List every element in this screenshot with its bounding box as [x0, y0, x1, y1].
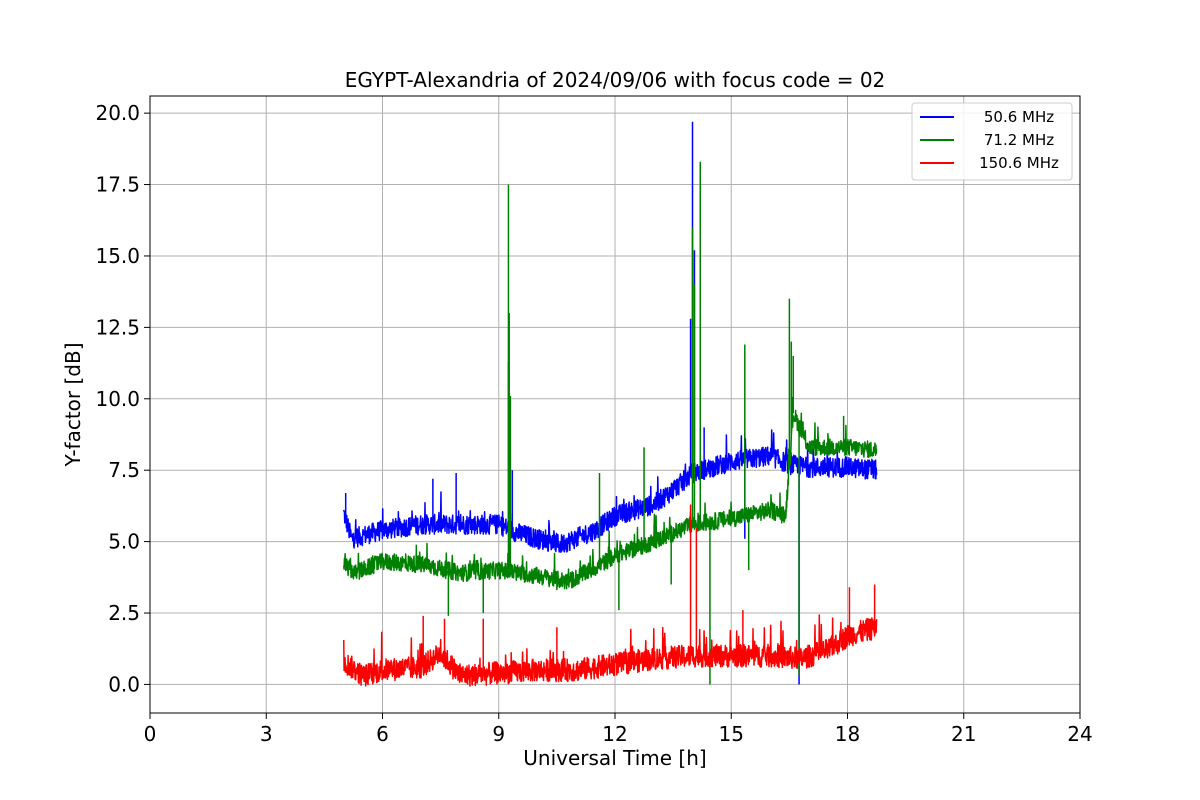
x-tick-label: 24: [1067, 722, 1092, 746]
y-tick-label: 12.5: [95, 315, 140, 339]
legend-box: [911, 102, 1073, 181]
x-tick-label: 6: [376, 722, 389, 746]
y-tick-label: 2.5: [108, 601, 140, 625]
x-tick-label: 0: [144, 722, 157, 746]
y-tick-label: 15.0: [95, 244, 140, 268]
x-tick-label: 21: [951, 722, 976, 746]
chart-title: EGYPT-Alexandria of 2024/09/06 with focu…: [345, 68, 886, 92]
y-tick-label: 5.0: [108, 530, 140, 554]
y-tick-label: 20.0: [95, 101, 140, 125]
legend-label: 150.6 MHz: [979, 154, 1059, 172]
series-line-2: [343, 504, 878, 687]
x-tick-label: 9: [492, 722, 505, 746]
y-axis-label: Y-factor [dB]: [61, 342, 85, 467]
x-tick-label: 12: [602, 722, 627, 746]
x-tick-label: 3: [260, 722, 273, 746]
y-tick-label: 17.5: [95, 173, 140, 197]
legend-label: 71.2 MHz: [984, 131, 1054, 149]
legend-label: 50.6 MHz: [984, 108, 1054, 126]
legend: 50.6 MHz 71.2 MHz 150.6 MHz: [911, 102, 1073, 181]
x-tick-label: 18: [835, 722, 860, 746]
y-tick-label: 7.5: [108, 458, 140, 482]
x-tick-label: 15: [719, 722, 744, 746]
y-tick-label: 0.0: [108, 672, 140, 696]
x-axis-label: Universal Time [h]: [523, 746, 706, 770]
series-line-1: [343, 161, 878, 685]
axis-ticks: 0 3 6 9 12 15 18 21 24 0.0 2.5 5.0 7.5 10.0 12.5 15.0 17…: [95, 101, 1092, 746]
series-layer: [343, 121, 878, 687]
y-tick-label: 10.0: [95, 387, 140, 411]
